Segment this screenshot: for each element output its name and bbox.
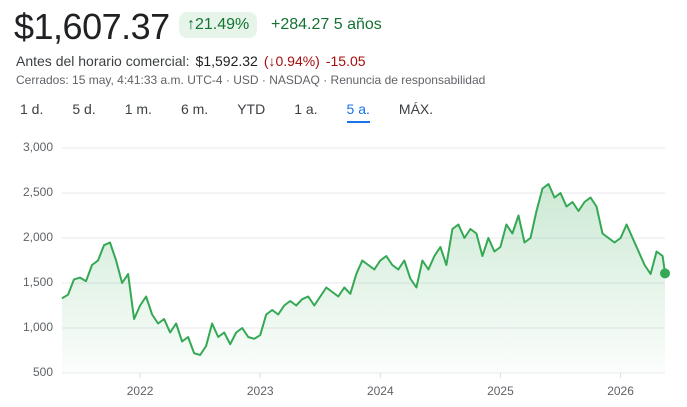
price: $1,607.37 <box>14 6 170 47</box>
y-tick-label: 500 <box>33 365 53 379</box>
x-tick-label: 2024 <box>367 384 394 398</box>
premarket-abs: -15.05 <box>325 53 366 69</box>
change-abs: +284.27 <box>271 16 330 33</box>
range-tab[interactable]: 5 d. <box>72 101 96 117</box>
range-tab[interactable]: MÁX. <box>398 101 434 117</box>
premarket-label: Antes del horario comercial: <box>16 53 190 69</box>
premarket: Antes del horario comercial: $1,592.32 (↓0… <box>16 53 372 69</box>
area-fill <box>62 184 665 373</box>
period: 5 años <box>333 16 382 33</box>
x-tick-label: 2022 <box>127 384 154 398</box>
range-tab[interactable]: 1 d. <box>20 101 44 117</box>
premarket-pct: (↓0.94%) <box>263 53 320 69</box>
change: +284.27 5 años <box>271 16 382 34</box>
x-tick-label: 2026 <box>607 384 634 398</box>
y-tick-label: 1,500 <box>23 275 53 289</box>
x-tick-label: 2025 <box>487 384 514 398</box>
y-tick-label: 1,000 <box>23 320 53 334</box>
price-line <box>61 183 666 356</box>
range-tab[interactable]: YTD <box>237 101 266 117</box>
y-tick-label: 2,000 <box>23 230 53 244</box>
meta: Cerrados: 15 may, 4:41:33 a.m. UTC-4 · U… <box>16 73 486 87</box>
range-tab[interactable]: 1 a. <box>294 101 318 117</box>
y-tick-label: 3,000 <box>23 140 53 154</box>
range-tabs: 1 d. 5 d. 1 m. 6 m. YTD 1 a. 5 a. MÁX. <box>20 101 462 123</box>
range-tab[interactable]: 6 m. <box>180 101 209 117</box>
range-tab[interactable]: 5 a. <box>346 101 370 123</box>
chart: 3,000 2,500 2,000 1,500 1,000 500 2022 2023 2024… <box>23 140 670 398</box>
change-pill: ↑21.49% <box>179 12 258 38</box>
premarket-price: $1,592.32 <box>195 53 258 69</box>
range-tab[interactable]: 1 m. <box>124 101 152 117</box>
y-tick-label: 2,500 <box>23 185 53 199</box>
x-tick-label: 2023 <box>247 384 274 398</box>
end-dot <box>660 268 670 279</box>
